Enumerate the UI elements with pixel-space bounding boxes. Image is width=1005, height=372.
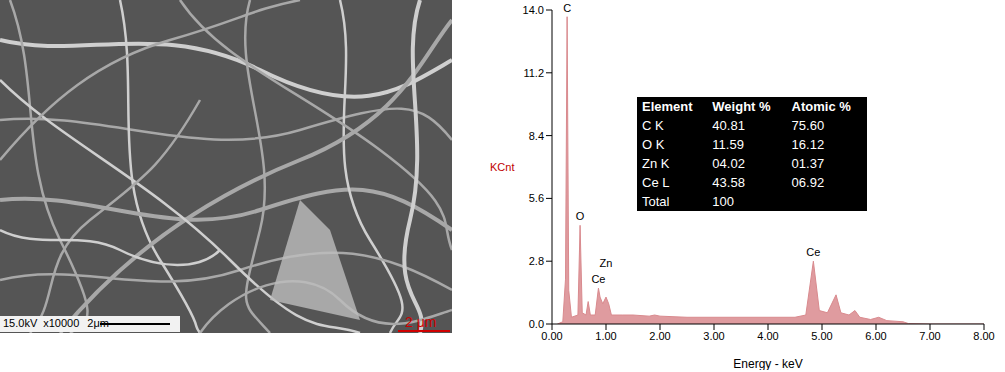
html-text:x10000: x10000 <box>43 317 80 329</box>
html-text:2μm: 2μm <box>87 317 109 329</box>
svg-text:2.00: 2.00 <box>649 330 670 342</box>
svg-text:2.8: 2.8 <box>529 255 544 267</box>
svg-text:8.4: 8.4 <box>529 130 544 142</box>
html-text:Atomic %: Atomic % <box>791 99 851 114</box>
html-text:O K: O K <box>642 137 665 152</box>
svg-text:8.00: 8.00 <box>973 330 994 342</box>
svg-text:0.0: 0.0 <box>529 318 544 330</box>
html-text:Total: Total <box>642 194 670 209</box>
svg-text:5.00: 5.00 <box>811 330 832 342</box>
html-text:11.59: 11.59 <box>712 137 744 152</box>
html-text:Zn K: Zn K <box>642 156 670 171</box>
html-text:Weight %: Weight % <box>712 99 771 114</box>
svg-text:1.00: 1.00 <box>595 330 616 342</box>
svg-text:Ce: Ce <box>806 246 820 258</box>
svg-text:14.0: 14.0 <box>523 4 544 16</box>
svg-text:5.6: 5.6 <box>529 192 544 204</box>
html-text:04.02: 04.02 <box>712 156 745 171</box>
html-text:43.58: 43.58 <box>712 175 745 190</box>
svg-text:3.00: 3.00 <box>703 330 724 342</box>
svg-text:C: C <box>563 2 571 14</box>
html-text:06.92: 06.92 <box>791 175 825 190</box>
svg-text:6.00: 6.00 <box>865 330 886 342</box>
html-text:Ce L: Ce L <box>642 175 670 190</box>
svg-text:Ce: Ce <box>591 273 605 285</box>
html-text:15.0kV: 15.0kV <box>3 317 38 329</box>
svg-text:O: O <box>576 210 585 222</box>
svg-text:7.00: 7.00 <box>919 330 940 342</box>
html-text:Element: Element <box>642 99 693 114</box>
html-text:2 μm: 2 μm <box>405 314 437 330</box>
svg-text:KCnt: KCnt <box>490 161 514 173</box>
html-text:40.81: 40.81 <box>712 118 745 133</box>
html-text:75.60: 75.60 <box>791 118 825 133</box>
html-text:C K: C K <box>642 118 664 133</box>
svg-text:Energy - keV: Energy - keV <box>733 357 802 370</box>
html-text:100: 100 <box>712 194 734 209</box>
svg-text:11.2: 11.2 <box>523 67 544 79</box>
svg-text:0.00: 0.00 <box>541 330 562 342</box>
svg-text:Zn: Zn <box>600 257 613 269</box>
svg-text:4.00: 4.00 <box>757 330 778 342</box>
html-text:16.12: 16.12 <box>791 137 825 152</box>
html-text:01.37: 01.37 <box>791 156 825 171</box>
